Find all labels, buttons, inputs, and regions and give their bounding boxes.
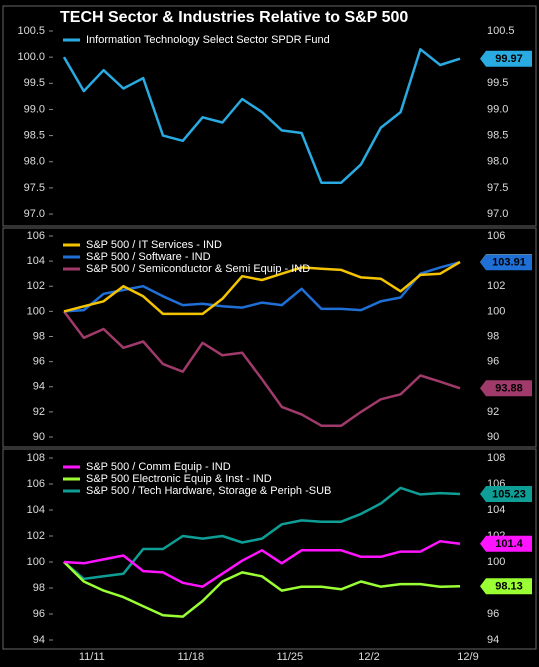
y-tick-label: 106 bbox=[27, 478, 45, 490]
y-tick-label: 100.0 bbox=[17, 51, 45, 63]
y-tick-label: 98.5 bbox=[24, 129, 45, 141]
x-tick-label: 11/11 bbox=[79, 651, 105, 663]
y-tick-label: 98.0 bbox=[24, 156, 45, 168]
y2-tick-label: 96 bbox=[487, 608, 499, 620]
y2-tick-label: 108 bbox=[487, 452, 505, 464]
y2-tick-label: 106 bbox=[487, 230, 505, 242]
value-label: 101.4 bbox=[495, 538, 523, 550]
legend-label: Information Technology Select Sector SPD… bbox=[86, 34, 330, 46]
series-line bbox=[63, 260, 461, 316]
y-tick-label: 98 bbox=[33, 582, 45, 594]
y-tick-label: 106 bbox=[27, 230, 45, 242]
y2-tick-label: 100.5 bbox=[487, 25, 515, 37]
value-box bbox=[480, 380, 532, 397]
chart-title: TECH Sector & Industries Relative to S&P… bbox=[60, 9, 408, 26]
panel-border bbox=[2, 5, 537, 227]
value-box bbox=[480, 254, 532, 271]
value-box bbox=[480, 578, 532, 595]
y-tick-label: 104 bbox=[27, 504, 45, 516]
y2-tick-label: 94 bbox=[487, 634, 499, 646]
y2-tick-label: 98 bbox=[487, 330, 499, 342]
y-tick-label: 100.5 bbox=[17, 25, 45, 37]
y-tick-label: 92 bbox=[33, 406, 45, 418]
value-box bbox=[480, 486, 532, 503]
y-tick-label: 100 bbox=[27, 556, 45, 568]
x-tick-label: 12/9 bbox=[457, 651, 478, 663]
y-tick-label: 97.0 bbox=[24, 208, 45, 220]
y2-tick-label: 92 bbox=[487, 406, 499, 418]
y-tick-label: 94 bbox=[33, 381, 45, 393]
y2-tick-label: 90 bbox=[487, 431, 499, 443]
y-tick-label: 99.5 bbox=[24, 77, 45, 89]
series-line bbox=[63, 561, 461, 618]
value-box bbox=[480, 50, 532, 67]
y2-tick-label: 102 bbox=[487, 280, 505, 292]
y-tick-label: 108 bbox=[27, 452, 45, 464]
x-tick-label: 11/18 bbox=[177, 651, 204, 663]
value-label: 103.91 bbox=[492, 257, 526, 269]
y2-tick-label: 98.0 bbox=[487, 156, 508, 168]
legend-label: S&P 500 / Tech Hardware, Storage & Perip… bbox=[86, 485, 331, 497]
x-tick-label: 11/25 bbox=[276, 651, 303, 663]
y-tick-label: 96 bbox=[33, 356, 45, 368]
y2-tick-label: 100 bbox=[487, 556, 505, 568]
y-tick-label: 102 bbox=[27, 280, 45, 292]
panel-border bbox=[2, 227, 537, 448]
series-line bbox=[62, 48, 461, 184]
legend-label: S&P 500 / Comm Equip - IND bbox=[86, 461, 231, 473]
series-line bbox=[63, 486, 461, 581]
value-label: 105.23 bbox=[492, 488, 526, 500]
y2-tick-label: 96 bbox=[487, 356, 499, 368]
y2-tick-label: 97.5 bbox=[487, 182, 508, 194]
y2-tick-label: 99.0 bbox=[487, 103, 508, 115]
y-tick-label: 97.5 bbox=[24, 182, 45, 194]
x-tick-label: 12/2 bbox=[358, 651, 379, 663]
y-tick-label: 104 bbox=[27, 255, 45, 267]
y-tick-label: 100 bbox=[27, 305, 45, 317]
y-tick-label: 94 bbox=[33, 634, 45, 646]
value-box bbox=[480, 535, 532, 552]
y-tick-label: 102 bbox=[27, 530, 45, 542]
legend-label: S&P 500 / Semiconductor & Semi Equip - I… bbox=[86, 263, 310, 275]
y-tick-label: 96 bbox=[33, 608, 45, 620]
y-tick-label: 98 bbox=[33, 330, 45, 342]
y-tick-label: 99.0 bbox=[24, 103, 45, 115]
y-tick-label: 90 bbox=[33, 431, 45, 443]
series-line bbox=[63, 539, 461, 588]
value-label: 93.88 bbox=[495, 383, 523, 395]
value-label: 98.13 bbox=[495, 581, 523, 593]
y2-tick-label: 100 bbox=[487, 305, 505, 317]
y2-tick-label: 99.5 bbox=[487, 77, 508, 89]
y2-tick-label: 97.0 bbox=[487, 208, 508, 220]
panel-border bbox=[2, 448, 537, 650]
value-label: 99.97 bbox=[495, 53, 523, 65]
legend-label: S&P 500 / IT Services - IND bbox=[86, 239, 222, 251]
legend-label: S&P 500 / Software - IND bbox=[86, 251, 211, 263]
legend-label: S&P 500 Electronic Equip & Inst - IND bbox=[86, 473, 272, 485]
y2-tick-label: 104 bbox=[487, 504, 505, 516]
series-line bbox=[63, 310, 461, 427]
y2-tick-label: 98.5 bbox=[487, 129, 508, 141]
